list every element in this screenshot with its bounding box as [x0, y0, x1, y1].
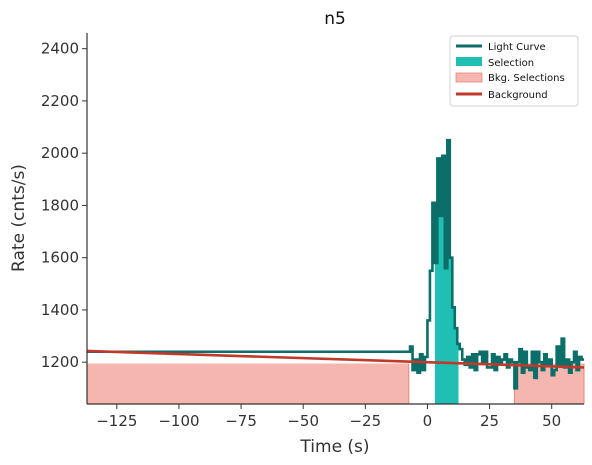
y-tick-label: 2400: [41, 40, 79, 58]
legend-frame: [449, 35, 579, 107]
y-tick-label: 1400: [41, 301, 79, 319]
x-tick-label: 25: [480, 412, 499, 430]
legend-label-selection: Selection: [488, 58, 534, 69]
legend-label-bkg-selections: Bkg. Selections: [488, 73, 565, 84]
plot-area: [86, 138, 585, 404]
chart-title: n5: [324, 9, 346, 29]
x-tick-label: 0: [423, 412, 433, 430]
x-tick-label: −100: [158, 412, 199, 430]
y-axis-ticks: 1200 1400 1600 1800 2000 2200 2400: [41, 40, 87, 371]
y-axis-label: Rate (cnts/s): [9, 164, 29, 272]
selection-region: [434, 140, 459, 404]
x-axis-ticks: −125 −100 −75 −50 −25 0 25 50: [96, 404, 561, 430]
y-tick-label: 1800: [41, 196, 79, 214]
x-tick-label: −125: [96, 412, 137, 430]
legend-label-light-curve: Light Curve: [488, 42, 546, 53]
y-tick-label: 2200: [41, 92, 79, 110]
x-tick-label: −25: [349, 412, 381, 430]
legend: Light Curve Selection Bkg. Selections Ba…: [449, 35, 579, 107]
legend-swatch-selection: [456, 57, 482, 66]
x-axis-label: Time (s): [299, 437, 369, 457]
y-tick-label: 2000: [41, 144, 79, 162]
legend-swatch-bkg-selections: [455, 72, 483, 83]
x-tick-label: −50: [287, 412, 319, 430]
light-curve-series: [87, 138, 584, 390]
x-tick-label: −75: [225, 412, 257, 430]
legend-label-background: Background: [488, 90, 548, 101]
bkg-selection-region-1: [87, 363, 409, 404]
y-tick-label: 1200: [41, 353, 79, 371]
background-fit-line: [86, 349, 585, 369]
y-tick-label: 1600: [41, 249, 79, 267]
x-tick-label: 50: [542, 412, 561, 430]
